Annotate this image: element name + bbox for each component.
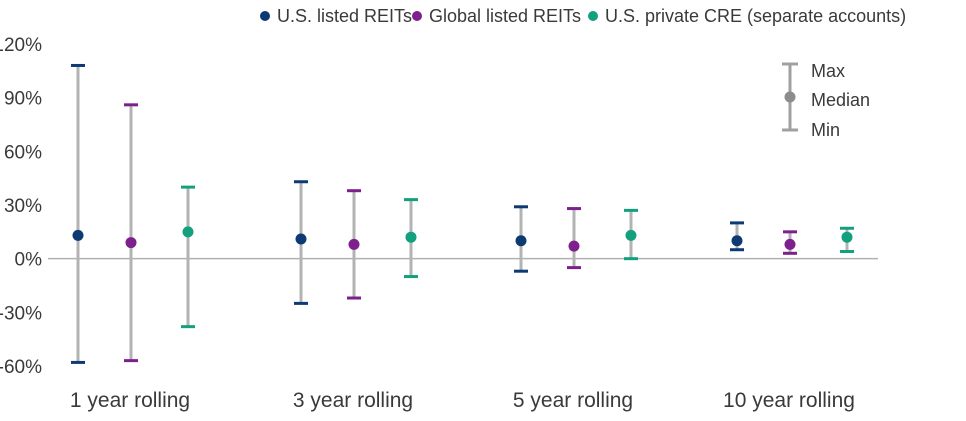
y-tick-label: 30%	[4, 196, 42, 217]
range-mark	[294, 180, 308, 305]
legend-marker	[260, 11, 270, 21]
key-median-dot	[784, 91, 796, 103]
median-point	[182, 226, 194, 238]
legend-marker	[588, 11, 598, 21]
series-marks	[71, 63, 854, 364]
range-mark	[514, 205, 528, 273]
legend-entry: U.S. private CRE (separate accounts)	[588, 6, 906, 26]
median-point	[784, 238, 796, 250]
category-label: 3 year rolling	[293, 389, 413, 412]
median-point	[72, 229, 84, 241]
median-point	[295, 233, 307, 245]
legend-marker	[412, 11, 422, 21]
category-label: 5 year rolling	[513, 389, 633, 412]
legend-entry: U.S. listed REITs	[260, 6, 412, 26]
median-point	[405, 231, 417, 243]
median-point	[125, 237, 137, 249]
median-point	[515, 235, 527, 247]
key-max-label: Max	[811, 61, 845, 81]
range-mark	[624, 208, 638, 261]
median-point	[841, 231, 853, 243]
y-tick-label: -60%	[0, 357, 42, 378]
range-mark	[181, 185, 195, 329]
median-point	[731, 235, 743, 247]
range-mark	[730, 221, 744, 252]
y-axis: 120% 90% 60% 30% 0% -30% -60%	[0, 35, 42, 378]
y-tick-label: 60%	[4, 142, 42, 163]
key-min-label: Min	[811, 120, 840, 140]
median-point	[568, 240, 580, 252]
y-tick-label: 120%	[0, 35, 42, 56]
range-mark	[567, 207, 581, 270]
y-tick-label: -30%	[0, 303, 42, 324]
key-median-label: Median	[811, 90, 870, 110]
legend-label: Global listed REITs	[429, 6, 581, 26]
y-tick-label: 0%	[15, 250, 43, 271]
y-tick-label: 90%	[4, 89, 42, 110]
range-mark	[783, 230, 797, 255]
range-mark	[347, 189, 361, 300]
range-mark	[840, 226, 854, 254]
legend-label: U.S. listed REITs	[277, 6, 412, 26]
max-median-min-key: Max Median Min	[782, 61, 870, 140]
range-mark	[71, 63, 85, 364]
legend: U.S. listed REITs Global listed REITs U.S.…	[260, 6, 906, 26]
median-point	[348, 238, 360, 250]
range-mark	[404, 198, 418, 279]
range-mark	[124, 103, 138, 363]
x-axis-categories: 1 year rolling 3 year rolling 5 year rolli…	[70, 389, 855, 412]
legend-label: U.S. private CRE (separate accounts)	[605, 6, 906, 26]
median-point	[625, 229, 637, 241]
category-label: 10 year rolling	[723, 389, 855, 412]
legend-entry: Global listed REITs	[412, 6, 581, 26]
category-label: 1 year rolling	[70, 389, 190, 412]
